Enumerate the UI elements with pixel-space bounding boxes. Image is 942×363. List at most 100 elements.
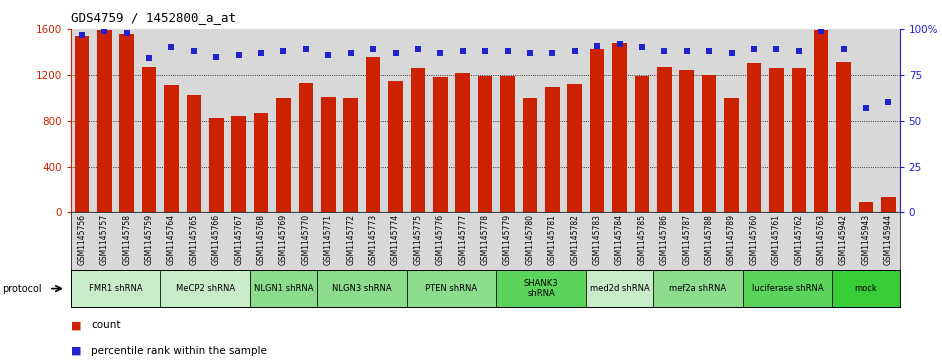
Text: GDS4759 / 1452800_a_at: GDS4759 / 1452800_a_at: [71, 11, 236, 24]
Bar: [344, 98, 358, 212]
Text: GSM1145758: GSM1145758: [122, 214, 131, 265]
Point: [141, 56, 156, 61]
Bar: [743, 270, 833, 307]
Text: GSM1145767: GSM1145767: [235, 214, 243, 265]
Point: [388, 50, 403, 56]
Text: GSM1145761: GSM1145761: [771, 214, 781, 265]
Text: GSM1145787: GSM1145787: [682, 214, 691, 265]
Bar: [769, 68, 784, 212]
Point: [679, 48, 694, 54]
Point: [523, 50, 538, 56]
Text: GSM1145756: GSM1145756: [77, 214, 87, 265]
Point: [702, 48, 717, 54]
Text: mef2a shRNA: mef2a shRNA: [670, 284, 726, 293]
Text: GSM1145769: GSM1145769: [279, 214, 288, 265]
Point: [187, 48, 202, 54]
Text: GSM1145766: GSM1145766: [212, 214, 220, 265]
Text: GSM1145778: GSM1145778: [480, 214, 490, 265]
Text: GSM1145785: GSM1145785: [638, 214, 646, 265]
Text: GSM1145783: GSM1145783: [593, 214, 602, 265]
Bar: [679, 70, 694, 212]
Bar: [814, 30, 828, 212]
Text: GSM1145774: GSM1145774: [391, 214, 400, 265]
Bar: [365, 57, 381, 212]
Text: med2d shRNA: med2d shRNA: [590, 284, 649, 293]
Bar: [232, 116, 246, 212]
Text: luciferase shRNA: luciferase shRNA: [752, 284, 823, 293]
Text: GSM1145780: GSM1145780: [526, 214, 534, 265]
Text: GSM1145771: GSM1145771: [324, 214, 333, 265]
Text: mock: mock: [854, 284, 877, 293]
Text: GSM1145789: GSM1145789: [727, 214, 736, 265]
Bar: [612, 43, 626, 212]
Text: NLGN1 shRNA: NLGN1 shRNA: [253, 284, 314, 293]
Bar: [881, 197, 896, 212]
Bar: [411, 68, 425, 212]
Bar: [321, 97, 335, 212]
Bar: [142, 67, 156, 212]
Bar: [653, 270, 743, 307]
Bar: [388, 81, 403, 212]
Bar: [724, 98, 739, 212]
Bar: [658, 67, 672, 212]
Bar: [71, 270, 160, 307]
Bar: [836, 62, 851, 212]
Bar: [407, 270, 496, 307]
Bar: [859, 202, 873, 212]
Point: [567, 48, 582, 54]
Text: NLGN3 shRNA: NLGN3 shRNA: [333, 284, 392, 293]
Point: [724, 50, 739, 56]
Text: GSM1145942: GSM1145942: [839, 214, 848, 265]
Text: GSM1145768: GSM1145768: [256, 214, 266, 265]
Text: GSM1145770: GSM1145770: [301, 214, 311, 265]
Bar: [276, 98, 291, 212]
Point: [119, 30, 134, 36]
Point: [74, 32, 89, 37]
Text: GSM1145759: GSM1145759: [144, 214, 154, 265]
Text: GSM1145775: GSM1145775: [414, 214, 422, 265]
Point: [746, 46, 761, 52]
Point: [769, 46, 784, 52]
Point: [478, 48, 493, 54]
Bar: [586, 270, 653, 307]
Point: [321, 52, 336, 58]
Text: ■: ■: [71, 320, 81, 330]
Text: GSM1145782: GSM1145782: [570, 214, 579, 265]
Point: [544, 50, 560, 56]
Bar: [747, 64, 761, 212]
Bar: [496, 270, 586, 307]
Bar: [97, 30, 111, 212]
Point: [209, 54, 224, 60]
Bar: [120, 34, 134, 212]
Bar: [567, 84, 582, 212]
Bar: [702, 75, 717, 212]
Text: GSM1145765: GSM1145765: [189, 214, 199, 265]
Bar: [433, 77, 447, 212]
Point: [858, 105, 873, 111]
Text: GSM1145760: GSM1145760: [750, 214, 758, 265]
Bar: [455, 73, 470, 212]
Text: GSM1145773: GSM1145773: [368, 214, 378, 265]
Text: GSM1145944: GSM1145944: [884, 214, 893, 265]
Point: [791, 48, 806, 54]
Text: GSM1145786: GSM1145786: [659, 214, 669, 265]
Text: GSM1145762: GSM1145762: [794, 214, 804, 265]
Text: GSM1145788: GSM1145788: [705, 214, 714, 265]
Bar: [74, 36, 89, 212]
Text: ■: ■: [71, 346, 81, 356]
Point: [231, 52, 246, 58]
Point: [836, 46, 852, 52]
Text: GSM1145757: GSM1145757: [100, 214, 108, 265]
Text: PTEN shRNA: PTEN shRNA: [426, 284, 478, 293]
Text: GSM1145777: GSM1145777: [458, 214, 467, 265]
Text: GSM1145779: GSM1145779: [503, 214, 512, 265]
Point: [164, 44, 179, 50]
Text: count: count: [91, 320, 121, 330]
Bar: [299, 83, 313, 212]
Text: GSM1145763: GSM1145763: [817, 214, 826, 265]
Bar: [523, 98, 537, 212]
Point: [612, 41, 627, 46]
Bar: [545, 87, 560, 212]
Text: FMR1 shRNA: FMR1 shRNA: [89, 284, 142, 293]
Text: GSM1145784: GSM1145784: [615, 214, 624, 265]
